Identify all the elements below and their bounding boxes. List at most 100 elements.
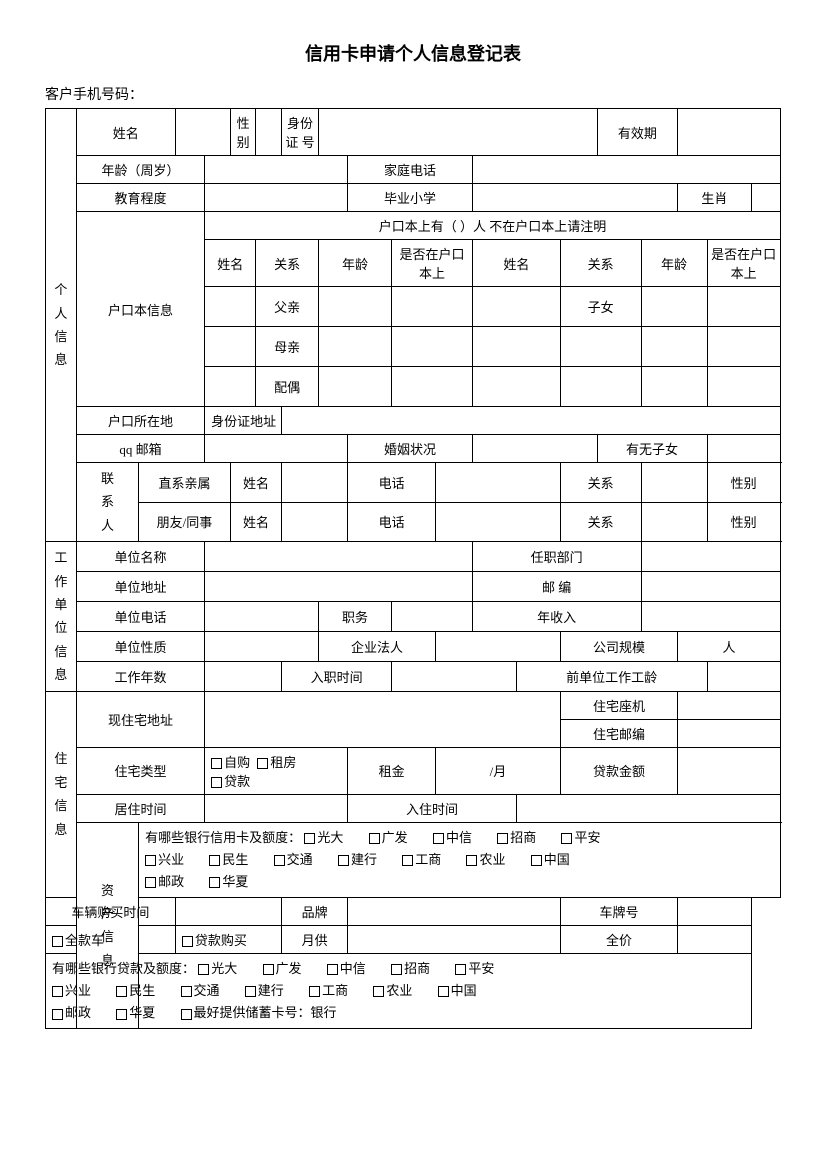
cc-banks[interactable]: 有哪些银行信用卡及额度： 光大 广发 中信 招商 平安 兴业 民生 交通 建行 … [139,822,781,897]
lbl-plate: 车牌号 [560,897,677,925]
val-pos[interactable] [392,601,473,631]
val-hometel[interactable] [472,156,780,184]
val-company[interactable] [205,542,473,572]
hh-inbook2: 是否在户口本上 [707,240,780,287]
hk-r1c1[interactable] [205,287,256,327]
val-id-addr[interactable] [282,407,781,435]
hukou-note: 户口本上有（ ）人 不在户口本上请注明 [205,212,781,240]
val-gender[interactable] [256,109,282,156]
val-movein[interactable] [516,794,780,822]
val-name[interactable] [175,109,230,156]
lbl-c-name1: 姓名 [230,463,281,503]
lbl-wtel: 单位电话 [76,601,204,631]
lbl-total: 全价 [560,925,677,953]
val-hpost[interactable] [678,719,781,747]
lbl-htype: 住宅类型 [76,747,204,794]
hh-name2: 姓名 [472,240,560,287]
lbl-income: 年收入 [472,601,641,631]
val-years[interactable] [205,661,282,691]
val-loan-amt[interactable] [678,747,781,794]
lbl-addr: 单位地址 [76,572,204,602]
hh-age1: 年龄 [318,240,391,287]
lbl-people: 人 [678,631,781,661]
val-nature[interactable] [205,631,319,661]
val-id[interactable] [318,109,597,156]
val-haddr[interactable] [205,691,561,747]
val-landline[interactable] [678,691,781,719]
val-total[interactable] [678,925,751,953]
val-rent[interactable]: /月 [436,747,561,794]
lbl-c-rel1: 关系 [560,463,641,503]
lbl-dept: 任职部门 [472,542,641,572]
lbl-relative: 直系亲属 [139,463,231,503]
lbl-c-rel2: 关系 [560,502,641,542]
sec-home: 住宅信息 [46,691,77,897]
lbl-edu: 教育程度 [76,184,204,212]
val-addr[interactable] [205,572,473,602]
hh-name1: 姓名 [205,240,256,287]
val-edu[interactable] [205,184,348,212]
hh-inbook1: 是否在户口本上 [392,240,473,287]
lbl-friend: 朋友/同事 [139,502,231,542]
val-zodiac[interactable] [751,184,780,212]
lbl-name: 姓名 [76,109,175,156]
lbl-marital: 婚姻状况 [348,435,473,463]
hk-child: 子女 [560,287,641,327]
lbl-movein: 入住时间 [348,794,517,822]
sec-work: 工作单位信息 [46,542,77,691]
val-grad[interactable] [472,184,677,212]
lbl-id: 身份证 号 [282,109,319,156]
htype-opts[interactable]: 自购 租房 贷款 [205,747,348,794]
lbl-years: 工作年数 [76,661,204,691]
lbl-c-gen1: 性别 [707,463,780,503]
val-legal[interactable] [436,631,561,661]
hk-mother: 母亲 [256,327,318,367]
loan-banks[interactable]: 有哪些银行贷款及额度： 光大 广发 中信 招商 平安 兴业 民生 交通 建行 工… [46,953,752,1028]
hh-rel2: 关系 [560,240,641,287]
lbl-c-gen2: 性别 [707,502,780,542]
sec-contact: 联系人 [76,463,138,542]
lbl-c-tel2: 电话 [348,502,436,542]
val-plate[interactable] [678,897,751,925]
val-marital[interactable] [472,435,597,463]
lbl-has-child: 有无子女 [597,435,707,463]
lbl-valid: 有效期 [597,109,678,156]
val-brand[interactable] [348,897,561,925]
lbl-nature: 单位性质 [76,631,204,661]
val-qq[interactable] [205,435,348,463]
lbl-joindate: 入职时间 [282,661,392,691]
lbl-loan-amt: 贷款金额 [560,747,677,794]
lbl-company: 单位名称 [76,542,204,572]
lbl-prev: 前单位工作工龄 [516,661,707,691]
lbl-legal: 企业法人 [318,631,435,661]
lbl-hpost: 住宅邮编 [560,719,677,747]
val-wtel[interactable] [205,601,319,631]
hh-rel1: 关系 [256,240,318,287]
lbl-hukou-loc: 户口所在地 [76,407,204,435]
val-valid[interactable] [678,109,781,156]
lbl-livetime: 居住时间 [76,794,204,822]
lbl-gender: 性别 [230,109,256,156]
val-post[interactable] [641,572,780,602]
phone-label: 客户手机号码： [45,84,781,104]
val-income[interactable] [641,601,780,631]
lbl-pos: 职务 [318,601,391,631]
val-age[interactable] [205,156,348,184]
lbl-rent: 租金 [348,747,436,794]
val-livetime[interactable] [205,794,348,822]
val-monthly[interactable] [348,925,561,953]
car-loan[interactable]: 贷款购买 [175,925,281,953]
lbl-grad: 毕业小学 [348,184,473,212]
val-prev[interactable] [707,661,780,691]
main-table: 个人信息 姓名 性别 身份证 号 有效期 年龄（周岁） 家庭电话 教育程度 毕业… [45,108,781,1029]
lbl-id-addr: 身份证地址 [205,407,282,435]
lbl-haddr: 现住宅地址 [76,691,204,747]
hh-age2: 年龄 [641,240,707,287]
val-dept[interactable] [641,542,780,572]
lbl-hometel: 家庭电话 [348,156,473,184]
val-has-child[interactable] [707,435,780,463]
hk-spouse: 配偶 [256,367,318,407]
val-joindate[interactable] [392,661,517,691]
sec-personal: 个人信息 [46,109,77,542]
val-car-time[interactable] [175,897,281,925]
